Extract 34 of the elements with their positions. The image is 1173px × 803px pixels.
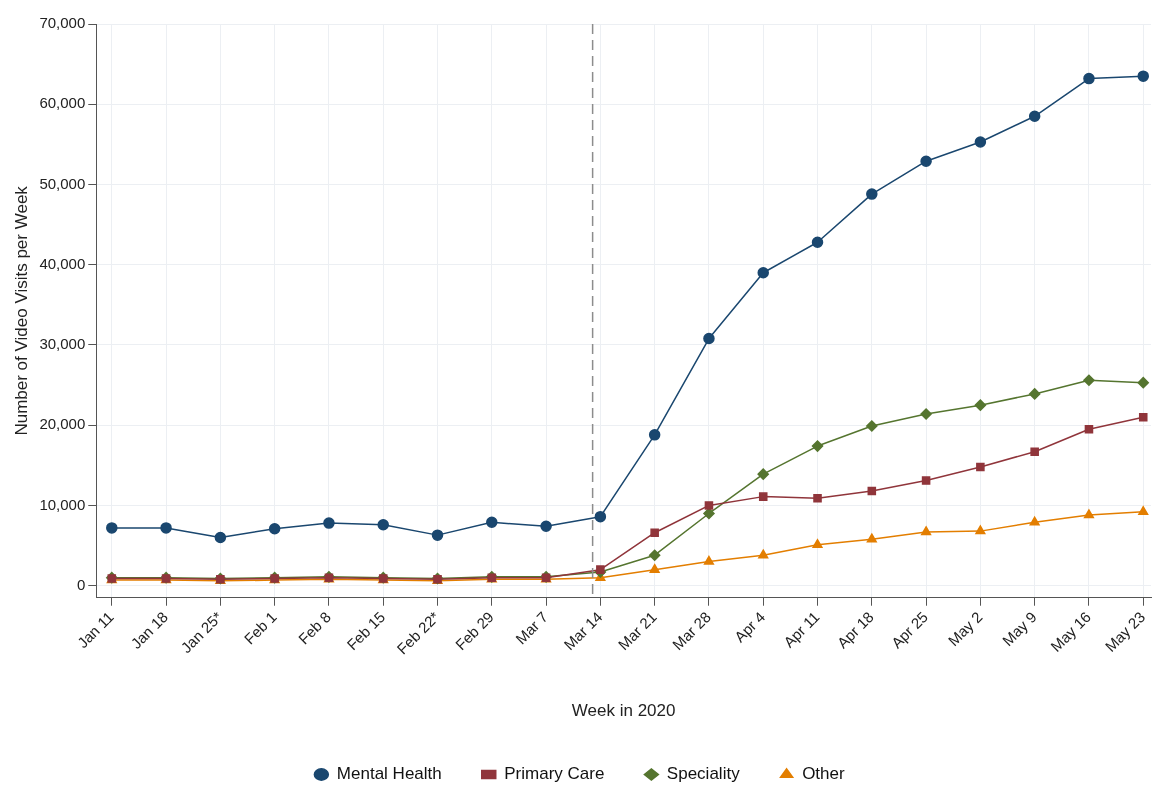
x-tick-label: Apr 25	[887, 608, 932, 652]
x-tick-label: Feb 15	[343, 608, 389, 654]
x-tick-label: Jan 11	[73, 608, 117, 652]
x-tick-label: Mar 7	[512, 608, 552, 648]
y-axis-title: Number of Video Visits per Week	[11, 185, 31, 436]
x-tick-label: May 9	[998, 608, 1040, 650]
x-tick-label: Feb 22*	[393, 608, 443, 658]
x-tick-label: May 16	[1047, 608, 1095, 655]
legend-label: Mental Health	[336, 764, 442, 784]
y-tick-label: 70,000	[39, 14, 86, 32]
legend-label: Primary Care	[504, 764, 605, 784]
x-tick-label: Mar 28	[668, 608, 714, 654]
legend-label: Other	[802, 764, 845, 784]
y-tick-label: 10,000	[39, 495, 86, 513]
y-tick-label: 20,000	[39, 415, 86, 433]
x-tick-label: Mar 21	[614, 608, 660, 654]
x-tick-label: May 2	[944, 608, 986, 650]
x-tick-label: Jan 25*	[177, 608, 226, 657]
x-tick-label: Feb 8	[294, 608, 334, 648]
x-tick-label: Apr 18	[833, 608, 877, 652]
y-tick-label: 60,000	[39, 94, 86, 112]
y-tick-label: 0	[76, 575, 86, 593]
x-tick-label: Apr 4	[730, 608, 769, 646]
x-axis-title: Week in 2020	[571, 701, 676, 721]
y-tick-label: 50,000	[39, 174, 86, 192]
x-tick-label: Jan 18	[127, 608, 172, 652]
x-tick-label: Feb 1	[240, 608, 280, 648]
x-tick-label: May 23	[1101, 608, 1149, 655]
y-tick-label: 40,000	[39, 254, 86, 272]
x-tick-label: Mar 14	[560, 608, 606, 654]
x-tick-label: Feb 29	[451, 608, 497, 654]
x-tick-label: Apr 11	[780, 608, 823, 651]
legend-label: Speciality	[666, 764, 741, 784]
y-tick-label: 30,000	[39, 335, 86, 353]
